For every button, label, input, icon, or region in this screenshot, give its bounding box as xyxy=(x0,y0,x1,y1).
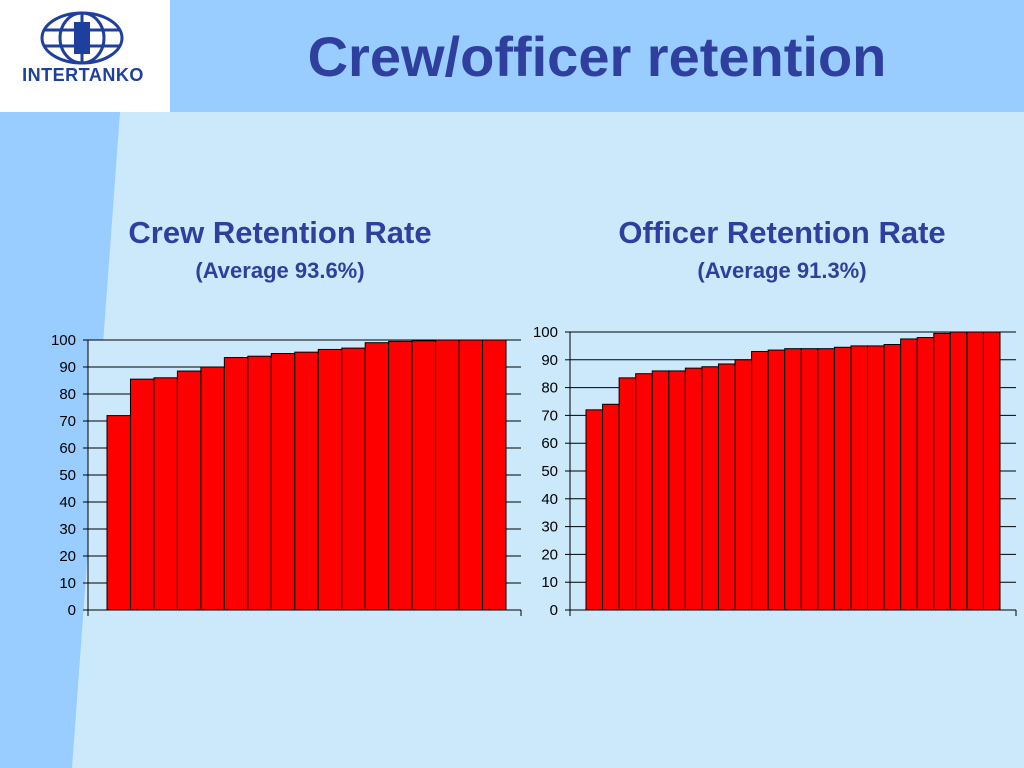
officer-ytick-label: 10 xyxy=(541,574,558,591)
globe-icon xyxy=(40,11,124,65)
officer-bar xyxy=(900,338,918,611)
crew-bar xyxy=(176,370,202,611)
logo-panel xyxy=(0,0,170,112)
crew-bar xyxy=(458,339,484,611)
crew-ytick-label: 60 xyxy=(59,440,76,457)
officer-ytick-label: 20 xyxy=(541,546,558,563)
officer-bar xyxy=(949,331,968,611)
officer-bar xyxy=(618,377,637,611)
officer-bar xyxy=(701,366,719,611)
crew-ytick-label: 40 xyxy=(59,494,76,511)
crew-chart-title: Crew Retention Rate xyxy=(128,215,432,250)
crew-bar xyxy=(435,339,460,611)
crew-ytick-label: 70 xyxy=(59,413,76,430)
crew-bar xyxy=(270,353,296,611)
officer-ytick-label: 90 xyxy=(541,352,558,369)
crew-bar xyxy=(411,340,437,611)
officer-ytick-label: 0 xyxy=(550,602,558,619)
officer-bar xyxy=(767,349,786,611)
crew-bar xyxy=(106,415,131,611)
officer-bar xyxy=(800,348,819,611)
crew-ytick-label: 90 xyxy=(59,359,76,376)
crew-bar xyxy=(317,348,343,611)
crew-bar xyxy=(341,347,366,611)
crew-bar xyxy=(364,342,390,611)
officer-ytick-label: 70 xyxy=(541,407,558,424)
crew-bar xyxy=(200,366,225,611)
page-title: Crew/officer retention xyxy=(307,25,887,88)
officer-bar xyxy=(684,367,703,611)
officer-bar xyxy=(867,345,885,611)
officer-bar xyxy=(933,332,951,611)
officer-bar xyxy=(883,344,902,611)
officer-bar xyxy=(817,348,835,611)
officer-bar xyxy=(717,363,736,611)
crew-retention-chart: 0 10 20 30 40 50 60 70 80 90 100 xyxy=(51,332,522,619)
officer-bar xyxy=(668,370,686,611)
officer-ytick-label: 100 xyxy=(533,324,558,341)
crew-bar xyxy=(482,339,507,611)
crew-bar xyxy=(153,377,178,611)
officer-ytick-label: 30 xyxy=(541,519,558,536)
crew-ytick-label: 0 xyxy=(68,602,76,619)
crew-bar xyxy=(247,355,272,611)
officer-retention-chart: 0 10 20 30 40 50 60 70 80 90 100 xyxy=(533,324,1017,619)
crew-bar xyxy=(223,357,249,611)
crew-ytick-label: 30 xyxy=(59,521,76,538)
crew-ytick-label: 20 xyxy=(59,548,76,565)
left-accent-band xyxy=(0,112,120,768)
crew-chart-subtitle: (Average 93.6%) xyxy=(195,258,365,283)
logo-wordmark: INTERTANKO xyxy=(22,65,144,85)
crew-ytick-label: 50 xyxy=(59,467,76,484)
officer-chart-title: Officer Retention Rate xyxy=(618,215,946,250)
crew-bar xyxy=(388,340,413,611)
officer-ytick-label: 80 xyxy=(541,380,558,397)
officer-ytick-label: 60 xyxy=(541,435,558,452)
officer-bar xyxy=(850,345,869,611)
officer-ytick-label: 50 xyxy=(541,463,558,480)
officer-bar xyxy=(751,350,769,611)
crew-bar xyxy=(294,351,319,611)
officer-bar xyxy=(966,331,984,611)
officer-bar xyxy=(916,337,935,611)
officer-bar xyxy=(602,403,620,611)
officer-bar xyxy=(784,348,802,611)
officer-bar xyxy=(651,370,670,611)
crew-ytick-label: 80 xyxy=(59,386,76,403)
crew-ytick-label: 100 xyxy=(51,332,76,349)
officer-bar xyxy=(585,409,604,611)
crew-bar xyxy=(129,378,155,611)
header-band xyxy=(170,0,1024,112)
officer-bar xyxy=(734,359,753,611)
officer-chart-subtitle: (Average 91.3%) xyxy=(697,258,867,283)
officer-bar xyxy=(833,346,852,611)
officer-bar xyxy=(982,331,1001,611)
crew-ytick-label: 10 xyxy=(59,575,76,592)
officer-bar xyxy=(635,373,653,611)
officer-ytick-label: 40 xyxy=(541,491,558,508)
